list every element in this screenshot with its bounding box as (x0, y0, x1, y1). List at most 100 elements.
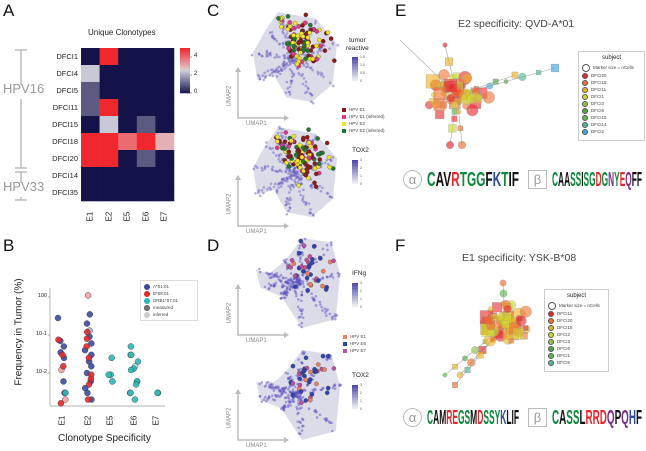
clonotype-node (462, 355, 468, 362)
cell-point (275, 272, 279, 275)
colorbar-segment (352, 75, 358, 77)
clonotype-marker (286, 149, 291, 154)
d-top-tick: 0 (360, 305, 362, 309)
clonotype-marker (284, 160, 289, 166)
cell-point (302, 188, 305, 192)
colorbar-segment (180, 48, 190, 50)
cell-point (258, 194, 262, 198)
clonotype-marker (303, 377, 308, 383)
clonotype-node (508, 338, 514, 344)
heatmap-cell (118, 65, 138, 83)
cell-point (333, 387, 337, 391)
clonotype-node (492, 78, 499, 85)
cell-point (303, 237, 307, 241)
cell-point (293, 385, 297, 389)
cell-point (272, 284, 276, 288)
cell-point (297, 246, 301, 250)
cell-point (281, 181, 284, 185)
legend-label: DFCI2 (591, 129, 605, 134)
cell-point (298, 260, 302, 263)
legend-entry: DFCI2 (548, 331, 605, 338)
cell-point (265, 399, 268, 403)
clonotype-marker (314, 56, 320, 62)
clonotype-node (446, 141, 454, 149)
data-point (86, 311, 94, 318)
clonotype-node (448, 124, 457, 133)
colorbar-segment (180, 85, 190, 87)
cell-point (334, 313, 337, 316)
logo-residue: D (596, 169, 602, 191)
cell-point (300, 299, 303, 303)
logo-residue: I (581, 169, 583, 191)
cell-point (329, 241, 333, 244)
cell-point (298, 244, 302, 247)
heatmap-cell (136, 150, 156, 168)
cell-point (302, 64, 306, 67)
clonotype-marker (285, 14, 291, 19)
heatmap-cell (136, 167, 156, 185)
cell-point (258, 382, 261, 386)
clonotype-node (472, 87, 479, 93)
cell-point (287, 175, 291, 179)
cell-point (276, 183, 280, 186)
cell-point (297, 282, 300, 286)
cell-point (294, 292, 298, 295)
clonotype-marker (279, 24, 284, 30)
cell-point (331, 84, 335, 88)
colorbar-segment (352, 179, 358, 181)
legend-entry: DFCI20 (548, 317, 605, 324)
clonotype-marker (308, 369, 313, 375)
clonotype-marker (320, 268, 326, 274)
cell-point (277, 386, 280, 389)
cell-point (286, 56, 290, 60)
logo-residue: L (579, 407, 585, 429)
colorbar-segment (352, 71, 358, 73)
c-legend: HPV E1 HPV E1 (inferred) HPV E2 HPV E2 (… (342, 106, 385, 134)
cell-point (326, 308, 329, 311)
colorbar-segment (352, 59, 358, 61)
legend-label: DFCI11 (591, 87, 607, 92)
cell-point (279, 168, 282, 172)
logo-residue: A (564, 169, 570, 191)
logo-residue: R (446, 407, 452, 429)
colorbar-segment (180, 72, 190, 75)
colorbar-segment (352, 172, 358, 174)
colorbar-segment (180, 89, 190, 92)
clonotype-node (442, 42, 448, 48)
colorbar-segment (352, 397, 358, 399)
clonotype-marker (301, 368, 307, 374)
cell-point (287, 209, 290, 213)
legend-label: DFCI1 (557, 353, 571, 358)
cell-point (280, 68, 283, 72)
clonotype-node (550, 63, 560, 73)
logo-residue: P (615, 407, 622, 429)
cell-point (252, 167, 256, 171)
group-label-hpv33: HPV33 (3, 179, 45, 194)
cell-point (320, 162, 324, 165)
cell-point (262, 191, 265, 195)
cell-point (290, 79, 293, 82)
cell-point (299, 255, 302, 259)
cell-point (330, 196, 334, 199)
cell-point (301, 82, 305, 86)
cell-point (268, 52, 271, 55)
colorbar-segment (180, 53, 190, 56)
cell-point (337, 274, 341, 278)
colorbar-segment (180, 81, 190, 84)
clonotype-node (467, 358, 476, 367)
cell-point (300, 176, 303, 180)
cell-point (296, 407, 299, 411)
clonotype-marker (315, 362, 321, 367)
colorbar-segment (352, 64, 358, 66)
colorbar-segment (352, 289, 358, 291)
heatmap-cell (81, 150, 100, 168)
logo-residue: G (476, 169, 485, 191)
colorbar-segment (352, 399, 358, 401)
cell-point (300, 312, 304, 316)
clonotype-marker (300, 34, 306, 39)
cell-point (292, 185, 296, 189)
clonotype-node (457, 125, 463, 131)
data-point (154, 389, 161, 397)
cell-point (254, 164, 257, 168)
